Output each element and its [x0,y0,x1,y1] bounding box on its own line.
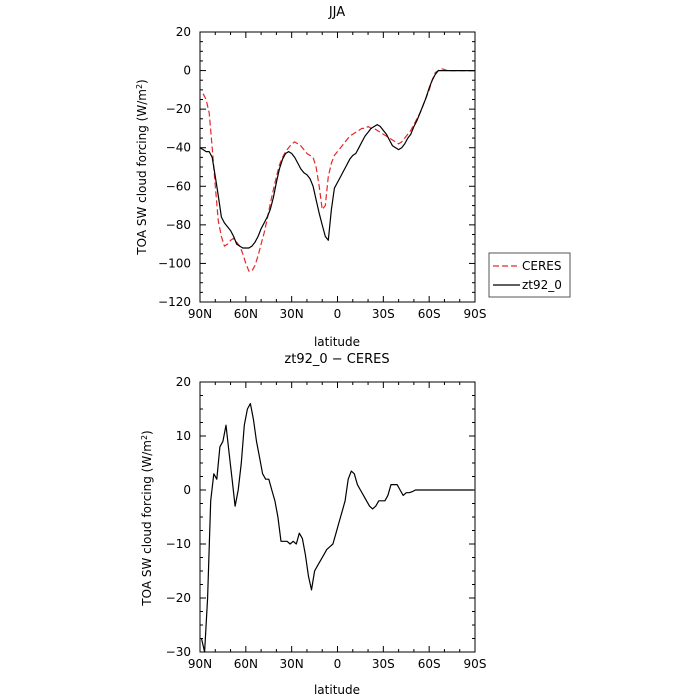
y-tick-label: −80 [166,218,191,232]
y-axis-label: TOA SW cloud forcing (W/m2) [140,430,155,606]
y-tick-label: 0 [183,483,191,497]
chart-title: JJA [328,5,345,20]
x-tick-label: 60N [234,307,258,321]
x-tick-label: 0 [334,657,342,671]
y-tick-label: −60 [166,179,191,193]
y-axis-label: TOA SW cloud forcing (W/m2) [135,79,150,255]
x-tick-label: 0 [334,307,342,321]
y-tick-label: 20 [176,25,191,39]
x-tick-label: 30S [372,657,395,671]
x-tick-label: 90S [464,657,487,671]
y-tick-label: 0 [183,64,191,78]
plot-frame [199,31,476,303]
x-tick-label: 30N [280,657,304,671]
legend-box [488,252,571,298]
chart-title: zt92_0 − CERES [284,352,389,367]
y-tick-label: −20 [166,102,191,116]
x-tick-label: 90S [464,307,487,321]
x-tick-label: 60N [234,657,258,671]
y-tick-label: −30 [166,645,191,659]
panel-seasonal-forcing: JJA latitude TOA SW cloud forcing (W/m2)… [135,5,571,349]
x-tick-label: 60S [418,307,441,321]
y-tick-label: −20 [166,591,191,605]
y-tick-label: −40 [166,141,191,155]
x-tick-label: 90N [188,307,212,321]
x-tick-label: 30S [372,307,395,321]
x-tick-label: 30N [280,307,304,321]
series-line-ceres [202,67,475,272]
y-tick-label: −100 [158,256,191,270]
x-axis-label: latitude [314,683,360,697]
y-tick-label: 10 [176,429,191,443]
panel-difference: zt92_0 − CERES latitude TOA SW cloud for… [140,352,487,697]
x-tick-label: 90N [188,657,212,671]
legend-label-model: zt92_0 [522,278,562,292]
y-tick-label: 20 [176,375,191,389]
x-axis-label: latitude [314,335,360,349]
x-tick-label: 60S [418,657,441,671]
legend: CERES zt92_0 [488,252,571,298]
y-tick-label: −10 [166,537,191,551]
series-line-difference [200,403,474,653]
series-line-zt92-0 [199,69,475,249]
plot-frame [199,381,476,653]
y-tick-label: −120 [158,295,191,309]
legend-label-ceres: CERES [522,259,562,273]
